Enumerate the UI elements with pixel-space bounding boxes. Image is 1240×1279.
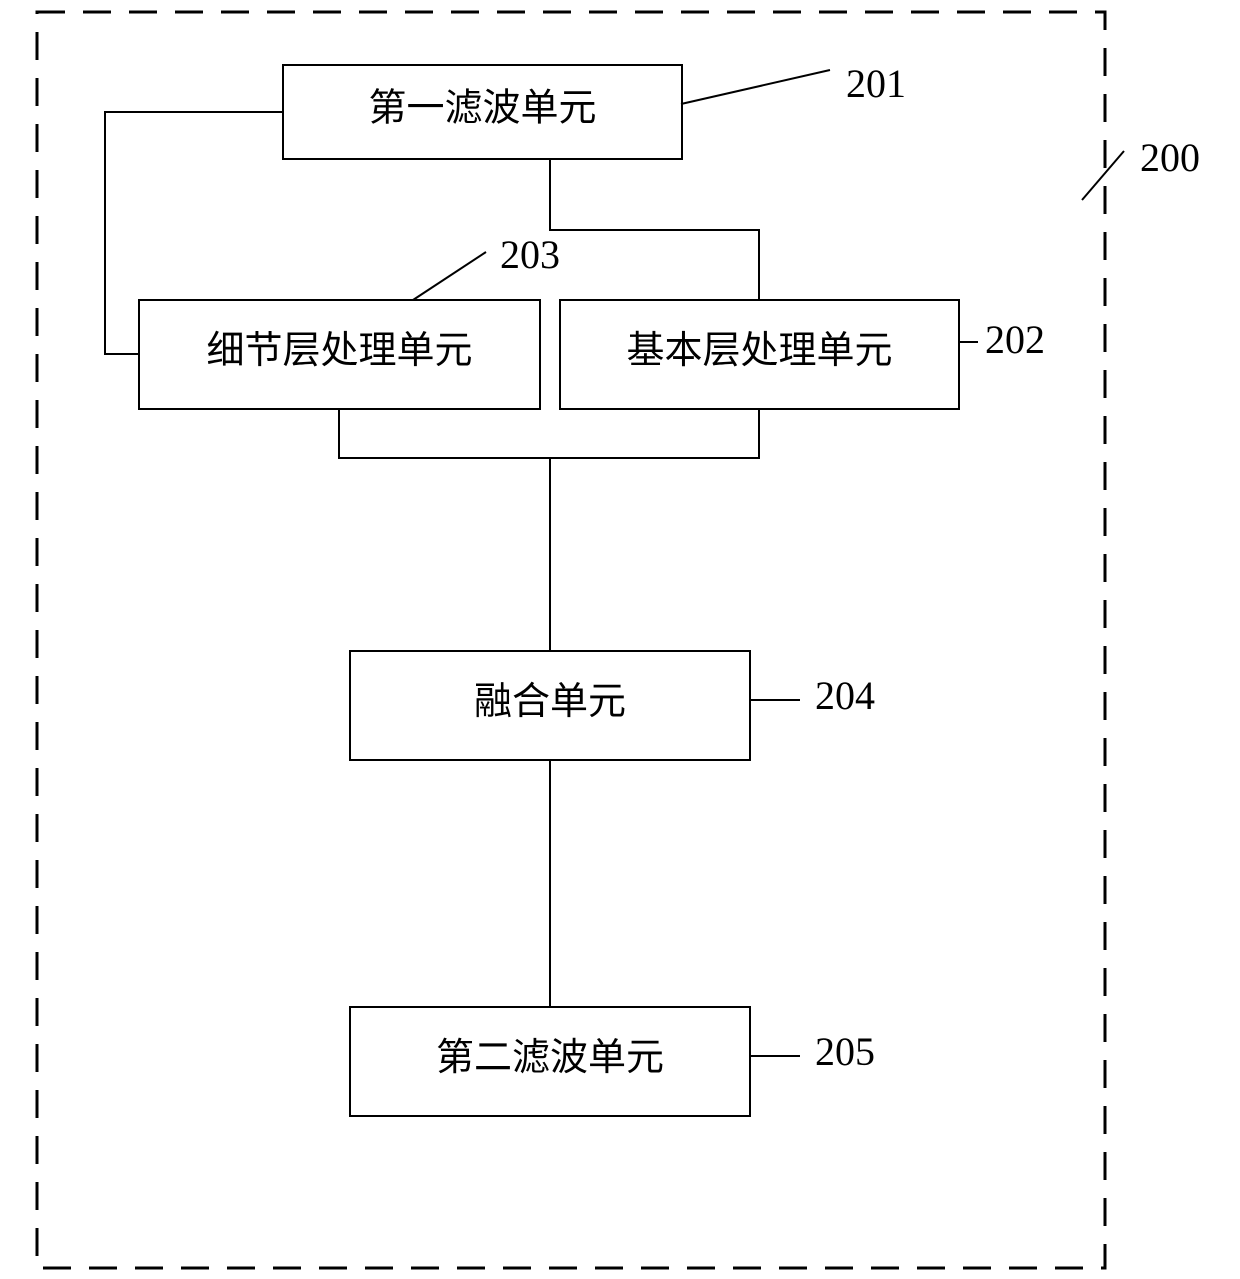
block-n201: 第一滤波单元 xyxy=(283,65,682,159)
connector-c_201_to_202 xyxy=(550,159,759,300)
block-n202: 基本层处理单元 xyxy=(560,300,959,409)
ref-label-l200: 200 xyxy=(1140,135,1200,180)
block-label-n203: 细节层处理单元 xyxy=(206,330,472,372)
ref-label-l203: 203 xyxy=(500,232,560,277)
lead-l200 xyxy=(1082,151,1124,200)
lead-l203 xyxy=(413,252,486,300)
ref-label-l204: 204 xyxy=(815,673,875,718)
lead-l201 xyxy=(681,70,830,104)
block-n203: 细节层处理单元 xyxy=(139,300,540,409)
ref-label-l205: 205 xyxy=(815,1029,875,1074)
block-n204: 融合单元 xyxy=(350,651,750,760)
connector-c_203_out xyxy=(339,409,550,458)
block-label-n202: 基本层处理单元 xyxy=(626,330,892,372)
ref-label-l201: 201 xyxy=(846,61,906,106)
block-diagram: 第一滤波单元细节层处理单元 基本层处理单元融合单元第二滤波单元 201 200 203 2… xyxy=(0,0,1240,1279)
block-label-n205: 第二滤波单元 xyxy=(436,1037,664,1079)
ref-label-l202: 202 xyxy=(985,317,1045,362)
connector-c_202_out xyxy=(550,409,759,458)
block-label-n204: 融合单元 xyxy=(474,681,626,723)
block-label-n201: 第一滤波单元 xyxy=(368,88,596,130)
block-n205: 第二滤波单元 xyxy=(350,1007,750,1116)
